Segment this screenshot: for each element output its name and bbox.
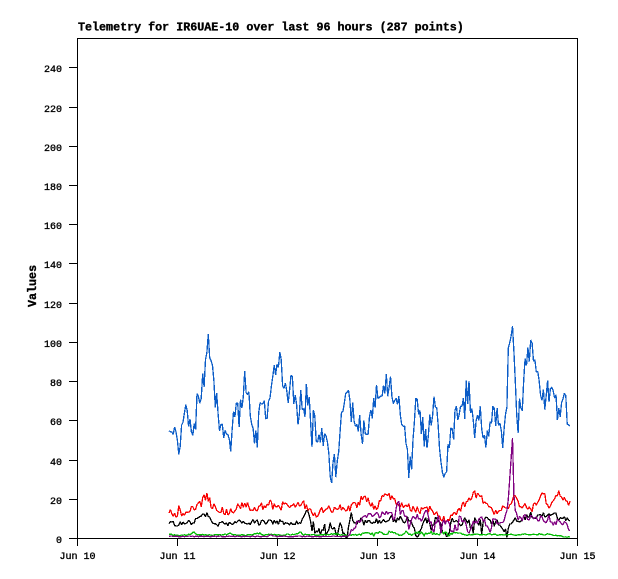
svg-text:140: 140	[44, 261, 62, 272]
svg-text:Jun 14: Jun 14	[459, 552, 495, 563]
svg-text:Jun 11: Jun 11	[159, 552, 195, 563]
svg-text:Jun 13: Jun 13	[359, 552, 395, 563]
svg-text:200: 200	[44, 144, 62, 155]
svg-text:0: 0	[56, 536, 62, 547]
svg-text:Jun 15: Jun 15	[559, 552, 595, 563]
svg-text:180: 180	[44, 183, 62, 194]
svg-text:160: 160	[44, 222, 62, 233]
svg-text:120: 120	[44, 301, 62, 312]
svg-text:20: 20	[50, 497, 62, 508]
svg-text:40: 40	[50, 458, 62, 469]
svg-text:Jun 10: Jun 10	[59, 552, 95, 563]
svg-text:Values: Values	[26, 265, 40, 307]
svg-text:80: 80	[50, 379, 62, 390]
svg-text:Telemetry for IR6UAE-10 over l: Telemetry for IR6UAE-10 over last 96 hou…	[78, 21, 464, 35]
svg-text:220: 220	[44, 105, 62, 116]
svg-text:Jun 12: Jun 12	[259, 552, 295, 563]
svg-text:60: 60	[50, 418, 62, 429]
svg-text:100: 100	[44, 340, 62, 351]
svg-text:240: 240	[44, 65, 62, 76]
